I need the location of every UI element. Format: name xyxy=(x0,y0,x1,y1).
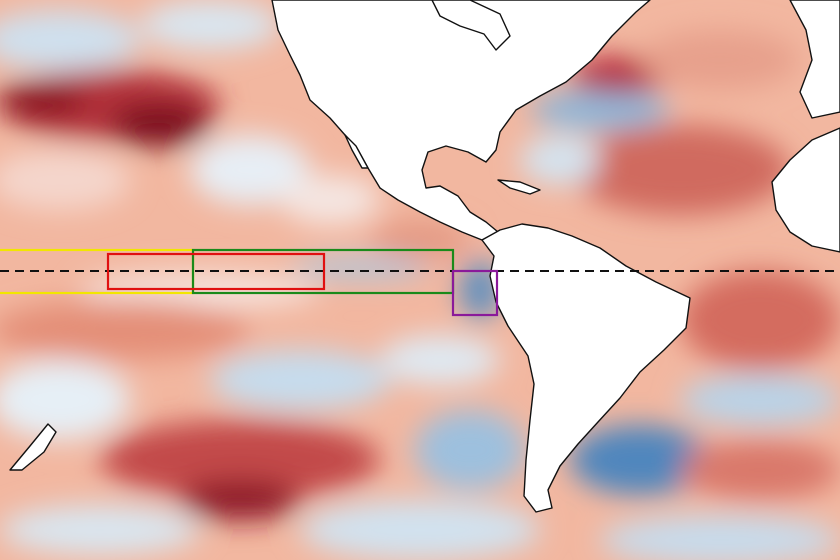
south-america xyxy=(481,223,691,513)
arctic-island xyxy=(431,0,511,51)
landmasses xyxy=(9,0,840,513)
region-box-purple xyxy=(451,269,499,317)
nino-regions xyxy=(0,248,499,317)
new-zealand xyxy=(9,423,57,471)
cuba xyxy=(497,179,541,195)
baja-peninsula xyxy=(344,134,369,169)
north-america xyxy=(271,0,651,241)
africa xyxy=(771,127,840,253)
region-box-red xyxy=(106,252,326,291)
greenland-region xyxy=(789,0,840,119)
